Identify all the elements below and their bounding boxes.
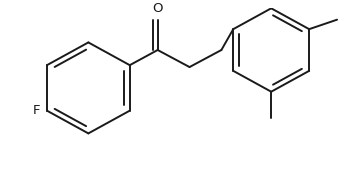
Text: F: F (32, 104, 40, 117)
Text: O: O (152, 2, 163, 15)
